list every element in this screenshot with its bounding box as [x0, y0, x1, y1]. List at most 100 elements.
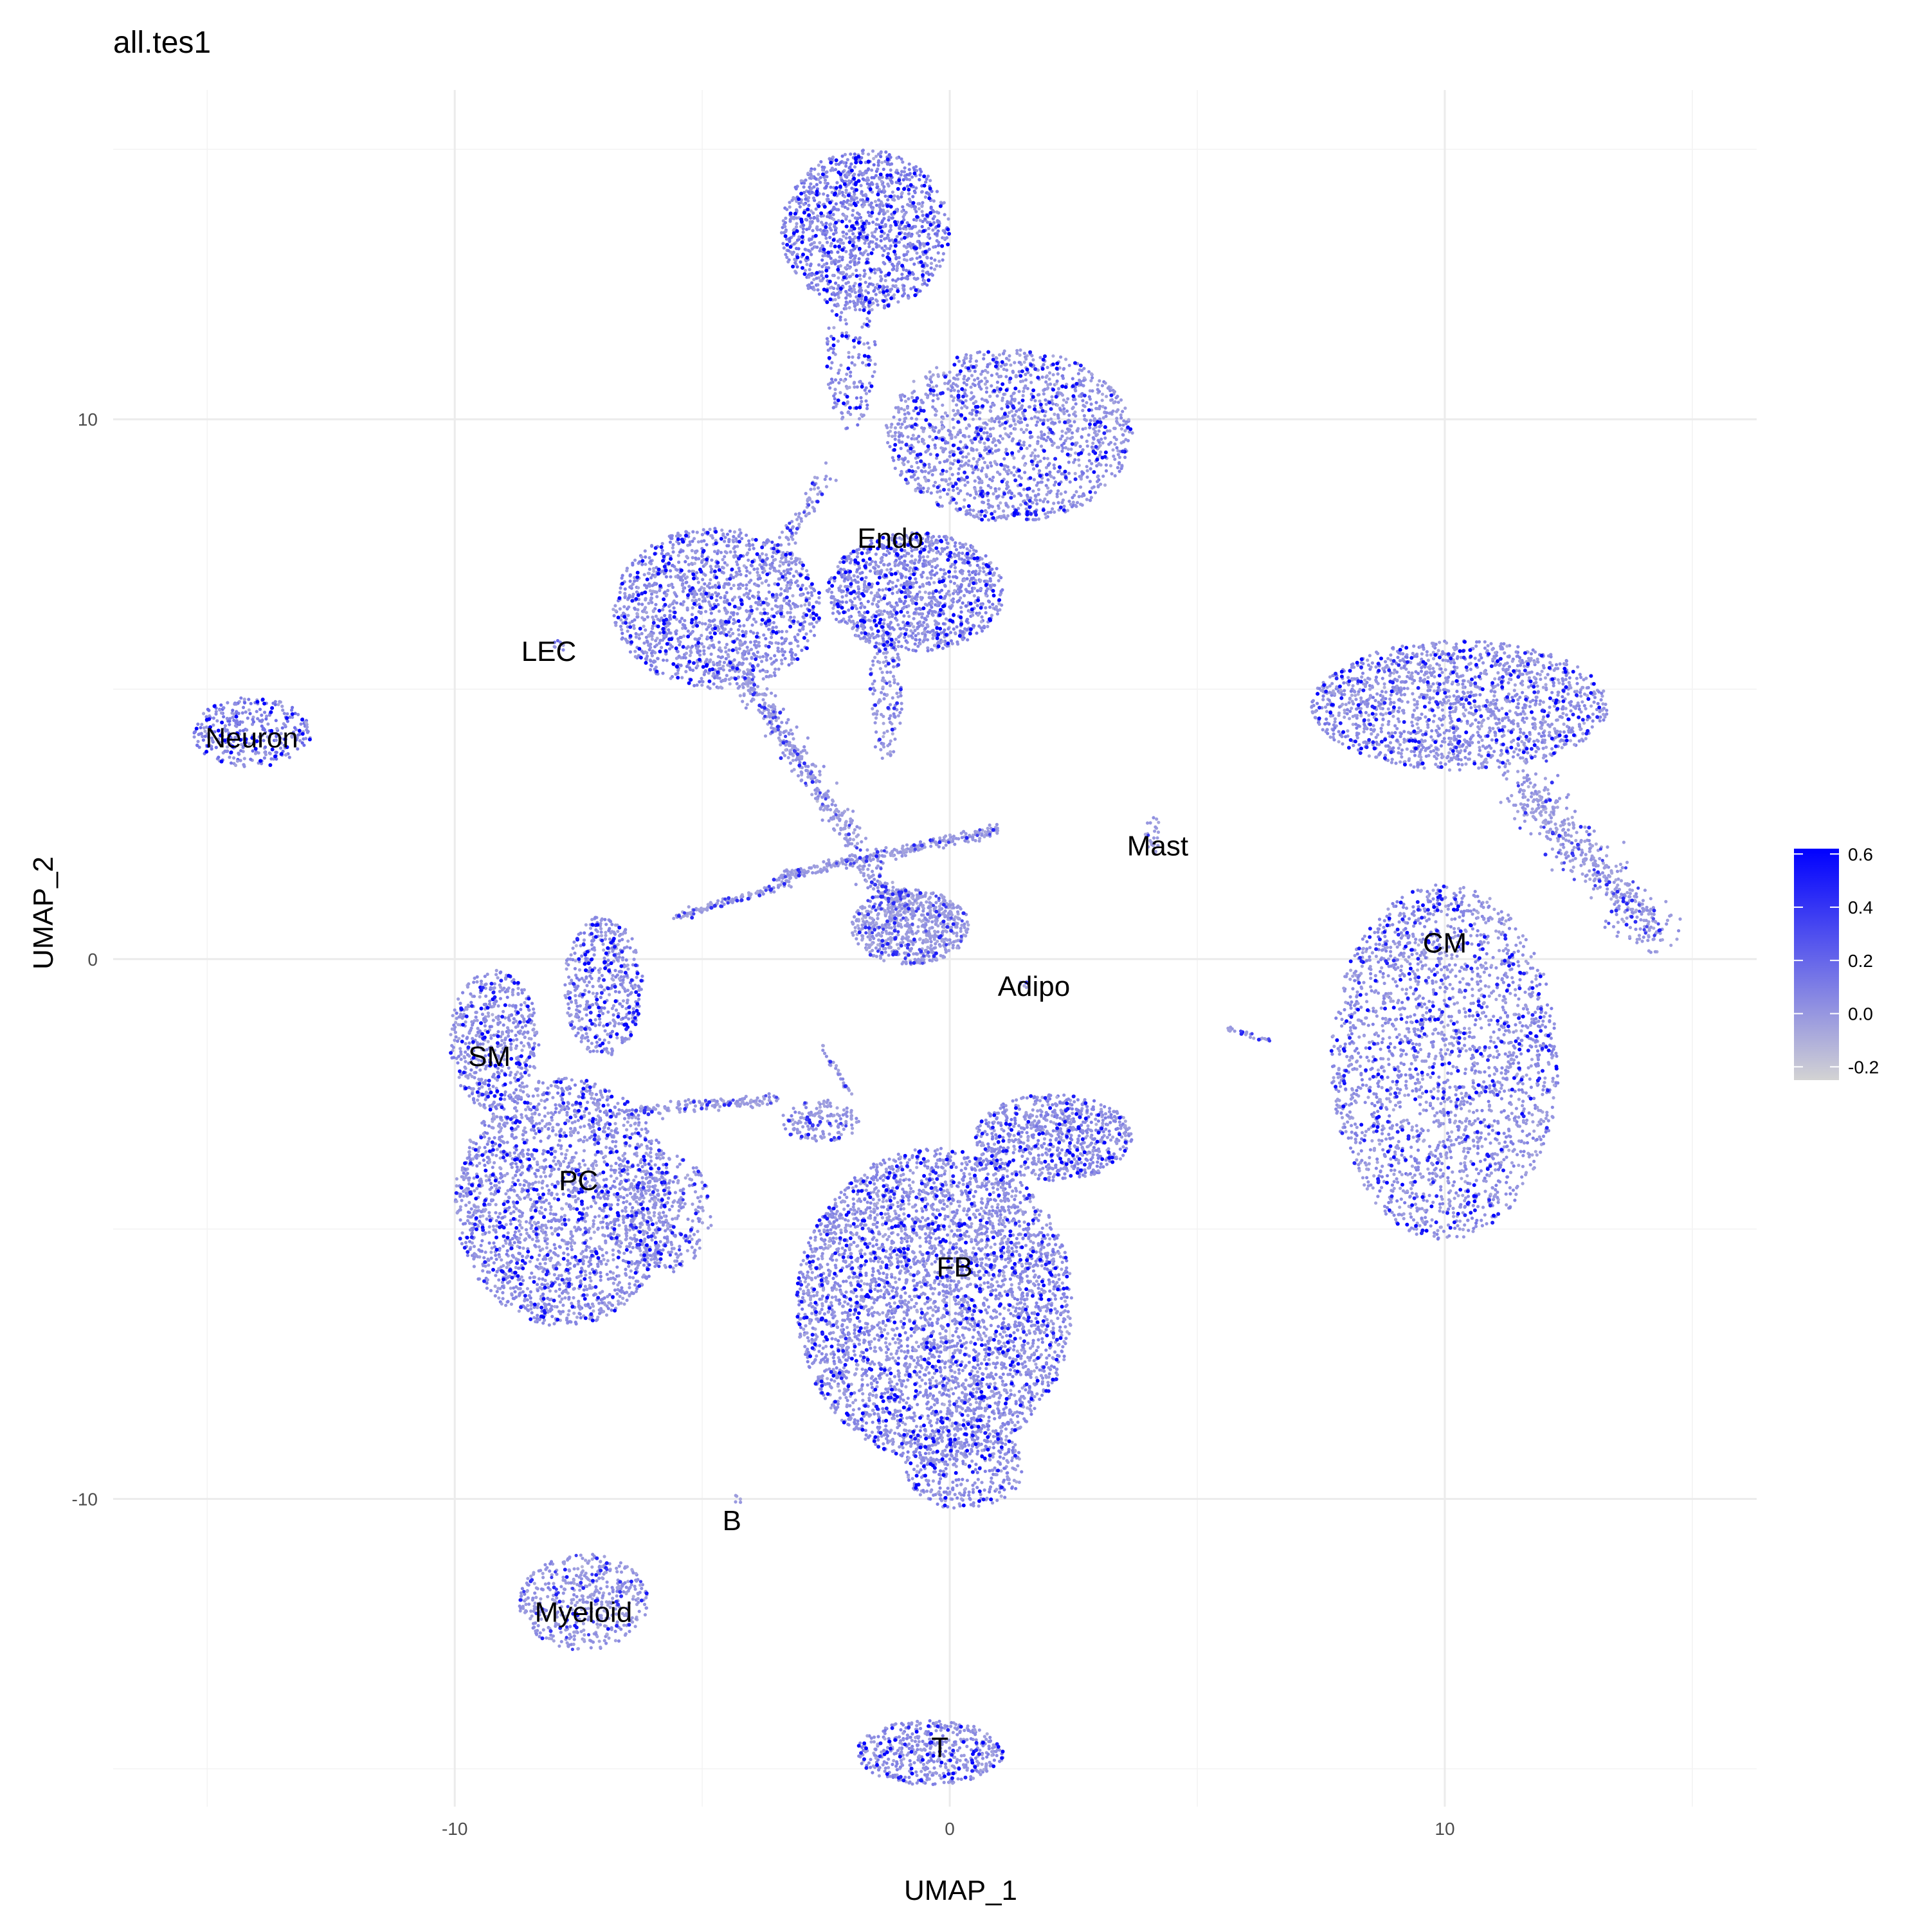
- cell-point-endo: [942, 229, 945, 232]
- cell-point-endo: [829, 601, 833, 604]
- cell-point-endo: [853, 257, 856, 260]
- cell-point-endo: [853, 363, 856, 366]
- cell-point-endo: [962, 434, 965, 437]
- cell-point-endo: [697, 581, 700, 584]
- cell-point-endo: [790, 658, 793, 661]
- cell-point-endo: [848, 293, 851, 296]
- cell-point-endo: [696, 664, 699, 667]
- cell-point-endo: [852, 626, 855, 629]
- cell-point-endo: [703, 573, 707, 577]
- cell-point-endo: [860, 184, 863, 187]
- cell-point-endo: [718, 646, 721, 649]
- cell-point-endo: [955, 548, 958, 551]
- cell-point-endo: [1047, 464, 1050, 467]
- cell-point-endo: [804, 197, 807, 201]
- cell-point-endo: [868, 381, 871, 384]
- cell-point-endo: [682, 574, 685, 577]
- cell-point-endo: [1096, 480, 1099, 483]
- cell-point-endo: [887, 625, 890, 628]
- cell-point-endo: [826, 240, 829, 244]
- cell-point-endo: [894, 284, 898, 287]
- cell-point-endo: [903, 254, 906, 257]
- cell-point-endo: [677, 561, 680, 564]
- cell-point-endo: [719, 649, 722, 653]
- cell-point-endo: [694, 551, 697, 554]
- cell-point-endo: [753, 644, 756, 647]
- cell-point-endo: [873, 271, 876, 275]
- cell-point-endo: [666, 659, 669, 662]
- cell-point-endo: [1088, 426, 1091, 429]
- cell-point-endo: [729, 682, 732, 685]
- cell-point-endo: [719, 596, 722, 599]
- cell-point-endo: [1078, 464, 1081, 467]
- cell-point-endo: [965, 427, 968, 430]
- cell-point-endo: [835, 618, 838, 621]
- cell-point-endo: [1006, 480, 1009, 483]
- cell-point-endo: [911, 195, 914, 198]
- cell-point-endo: [775, 626, 778, 629]
- cell-point-endo: [951, 386, 954, 389]
- cell-point-endo: [910, 465, 913, 468]
- cell-point-endo: [1067, 500, 1071, 503]
- cell-point-endo: [1018, 474, 1021, 478]
- cell-point-endo: [998, 353, 1001, 356]
- cell-point-endo: [700, 683, 703, 687]
- cell-point-endo: [966, 481, 970, 484]
- cell-point-endo: [691, 556, 694, 559]
- cell-point-endo: [742, 658, 745, 661]
- cell-point-endo: [831, 156, 835, 159]
- cell-point-endo: [1118, 424, 1121, 427]
- cell-point-endo: [867, 291, 870, 294]
- cell-point-endo: [970, 386, 973, 389]
- cell-point-endo: [975, 413, 978, 417]
- cell-point-endo: [908, 163, 911, 166]
- cell-point-endo: [1067, 420, 1070, 424]
- cell-point-endo: [789, 583, 792, 586]
- cell-point-endo: [875, 183, 878, 186]
- cell-point-endo: [809, 243, 812, 246]
- cell-point-endo: [1085, 401, 1088, 404]
- cell-point-endo: [786, 581, 790, 584]
- cell-point-endo: [655, 595, 658, 598]
- cell-point-endo: [745, 534, 748, 537]
- cell-point-endo: [834, 378, 837, 381]
- cell-point-endo: [857, 261, 860, 264]
- cell-point-endo: [871, 221, 874, 224]
- cell-point-endo: [1030, 417, 1033, 420]
- cell-point-endo: [860, 289, 863, 292]
- cell-point-endo: [895, 156, 898, 159]
- cell-point-endo: [889, 244, 892, 248]
- cell-point-endo: [910, 554, 913, 557]
- cell-point-endo: [822, 263, 826, 266]
- cell-point-endo: [885, 426, 889, 429]
- cell-point-endo: [934, 644, 937, 647]
- cell-point-endo: [992, 492, 995, 495]
- cell-point-endo: [949, 433, 952, 436]
- cell-point-endo: [1061, 374, 1064, 377]
- cell-point-endo: [868, 320, 871, 323]
- cell-point-endo: [662, 658, 665, 662]
- cell-point-endo: [757, 641, 761, 644]
- cell-point-endo: [669, 584, 672, 587]
- cell-point-endo: [644, 549, 647, 552]
- cell-point-endo: [932, 484, 936, 487]
- cell-point-endo: [905, 582, 909, 586]
- cell-point-endo: [888, 153, 891, 156]
- cell-point-endo: [917, 435, 920, 438]
- cell-point-endo: [700, 677, 703, 680]
- cell-point-endo: [897, 640, 900, 644]
- cell-point-endo: [841, 272, 844, 275]
- cell-point-endo: [841, 191, 844, 194]
- cell-point-endo: [732, 618, 736, 621]
- cell-point-endo: [1018, 492, 1021, 495]
- cell-point-endo: [860, 400, 863, 403]
- cell-point-endo: [703, 587, 706, 590]
- cell-point-endo: [932, 374, 935, 377]
- cell-point-endo: [1039, 419, 1042, 422]
- cell-point-endo: [829, 366, 833, 370]
- cell-point-endo: [853, 165, 856, 168]
- cell-point-endo: [870, 591, 873, 594]
- cell-point-endo: [903, 413, 907, 416]
- cell-point-endo: [832, 394, 835, 397]
- cell-point-endo: [849, 413, 852, 416]
